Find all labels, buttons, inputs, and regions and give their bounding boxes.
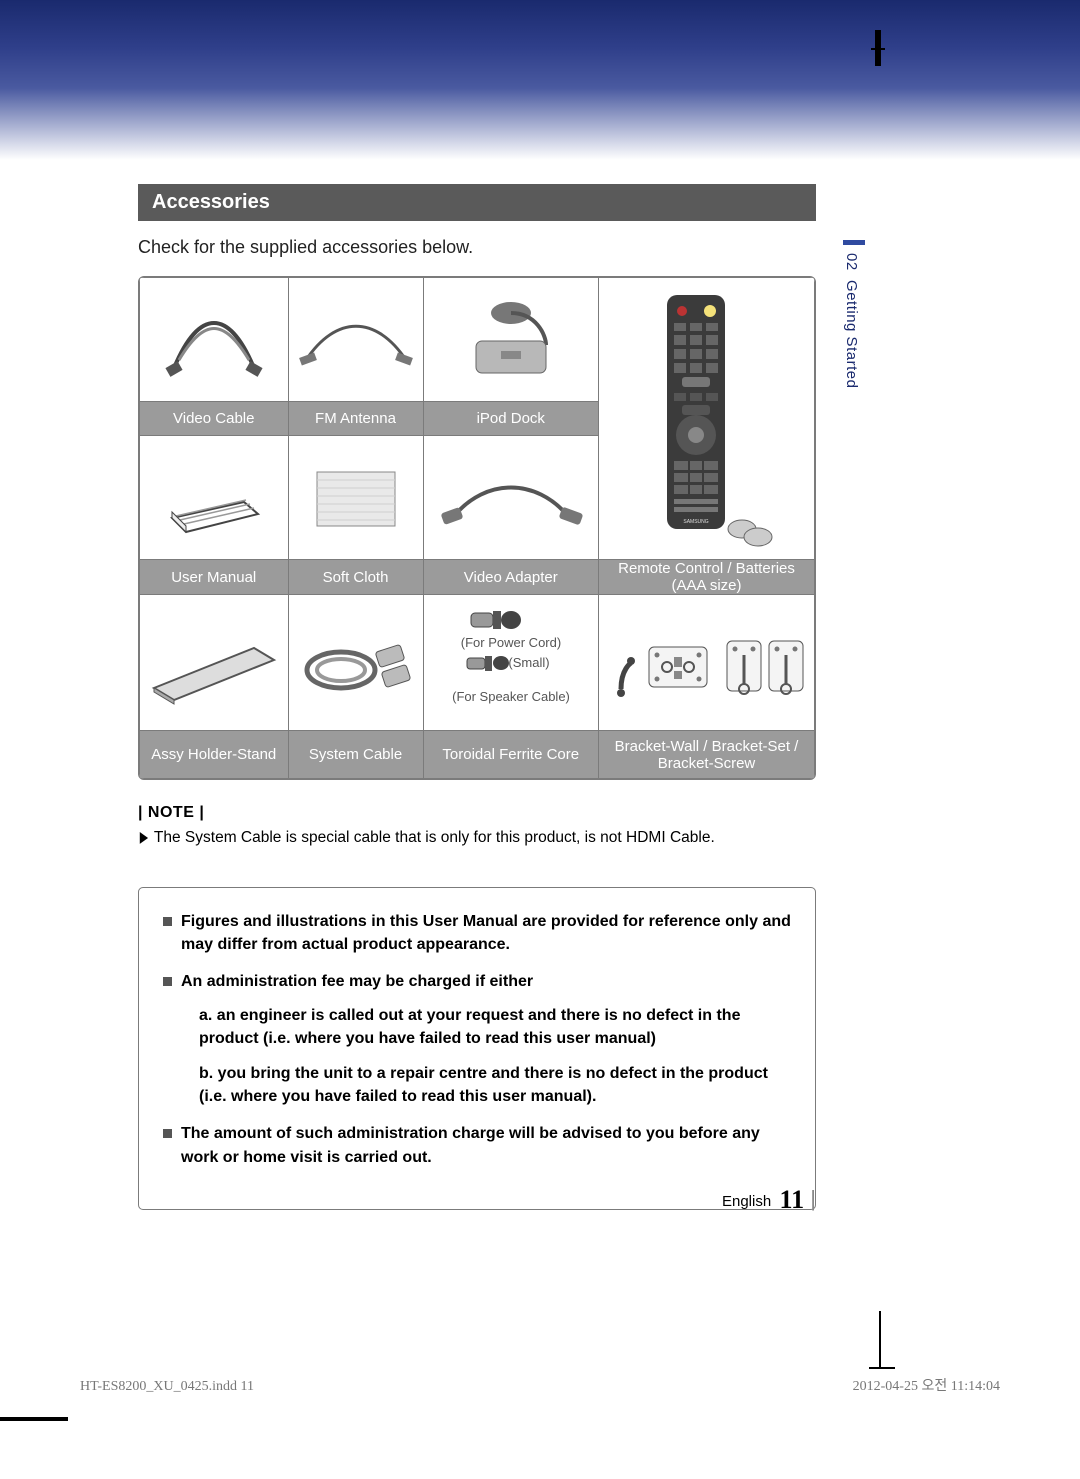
page-content: Accessories Check for the supplied acces…	[138, 184, 816, 1210]
acc-img-fm-antenna	[288, 278, 423, 402]
info-item-2a: a. an engineer is called out at your req…	[181, 1004, 791, 1050]
ferrite-l1: (For Power Cord)	[461, 635, 561, 650]
note-text: The System Cable is special cable that i…	[154, 829, 715, 846]
info-item-2: An administration fee may be charged if …	[163, 970, 791, 1108]
acc-lbl-user-manual: User Manual	[140, 560, 289, 595]
acc-lbl-video-cable: Video Cable	[140, 402, 289, 436]
info-box: Figures and illustrations in this User M…	[138, 887, 816, 1210]
ferrite-l2: (Small)	[508, 655, 549, 670]
section-intro: Check for the supplied accessories below…	[138, 237, 816, 258]
acc-lbl-ferrite-core: Toroidal Ferrite Core	[423, 731, 599, 779]
acc-img-video-cable	[140, 278, 289, 402]
acc-img-user-manual	[140, 436, 289, 560]
footer-lang: English	[722, 1193, 771, 1210]
print-mark-right: 2012-04-25 오전 11:14:04	[853, 1375, 1000, 1395]
sidebar-label: Getting Started	[843, 280, 860, 388]
footer-bar: |	[810, 1186, 816, 1211]
acc-lbl-system-cable: System Cable	[288, 731, 423, 779]
footer-page-number: 11	[780, 1185, 805, 1214]
acc-img-video-adapter	[423, 436, 599, 560]
acc-img-ipod-dock	[423, 278, 599, 402]
print-mark-left: HT-ES8200_XU_0425.indd 11	[80, 1379, 254, 1395]
acc-img-brackets	[599, 595, 815, 731]
acc-img-system-cable	[288, 595, 423, 731]
page-footer: English 11 |	[722, 1185, 816, 1215]
sidebar-chapter-num: 02 Getting Started	[843, 253, 860, 388]
info-item-1: Figures and illustrations in this User M…	[163, 910, 791, 956]
section-title-bar: Accessories	[138, 184, 816, 221]
svg-text:SAMSUNG: SAMSUNG	[683, 519, 708, 525]
info-item-2b: b. you bring the unit to a repair centre…	[181, 1062, 791, 1108]
acc-lbl-brackets: Bracket-Wall / Bracket-Set / Bracket-Scr…	[599, 731, 815, 779]
accessories-table: SAMSUNG Video Cable FM Antenna iPod Dock	[138, 276, 816, 780]
note-header: | NOTE |	[138, 804, 816, 822]
ferrite-l3: (For Speaker Cable)	[452, 689, 570, 704]
header-gradient-band	[0, 0, 1080, 160]
crop-mark-top-right	[875, 30, 881, 66]
acc-lbl-ipod-dock: iPod Dock	[423, 402, 599, 436]
acc-img-remote: SAMSUNG	[599, 278, 815, 560]
acc-img-holder-stand	[140, 595, 289, 731]
acc-lbl-soft-cloth: Soft Cloth	[288, 560, 423, 595]
info-item-3: The amount of such administration charge…	[163, 1122, 791, 1168]
acc-img-soft-cloth	[288, 436, 423, 560]
chapter-sidebar: 02 Getting Started	[843, 240, 865, 388]
sidebar-tick	[843, 240, 865, 245]
info-item-2-text: An administration fee may be charged if …	[181, 973, 533, 990]
acc-lbl-fm-antenna: FM Antenna	[288, 402, 423, 436]
crop-mark-bottom-left	[0, 1417, 68, 1421]
sidebar-num: 02	[843, 253, 860, 271]
note-body: ▶ The System Cable is special cable that …	[138, 828, 816, 847]
acc-lbl-video-adapter: Video Adapter	[423, 560, 599, 595]
acc-lbl-holder-stand: Assy Holder-Stand	[140, 731, 289, 779]
triangle-bullet-icon: ▶	[140, 828, 148, 847]
acc-img-ferrite-core: (For Power Cord) (Small) (For Speaker Ca…	[423, 595, 599, 731]
acc-lbl-remote: Remote Control / Batteries (AAA size)	[599, 560, 815, 595]
crop-mark-bottom-right	[879, 1311, 881, 1367]
